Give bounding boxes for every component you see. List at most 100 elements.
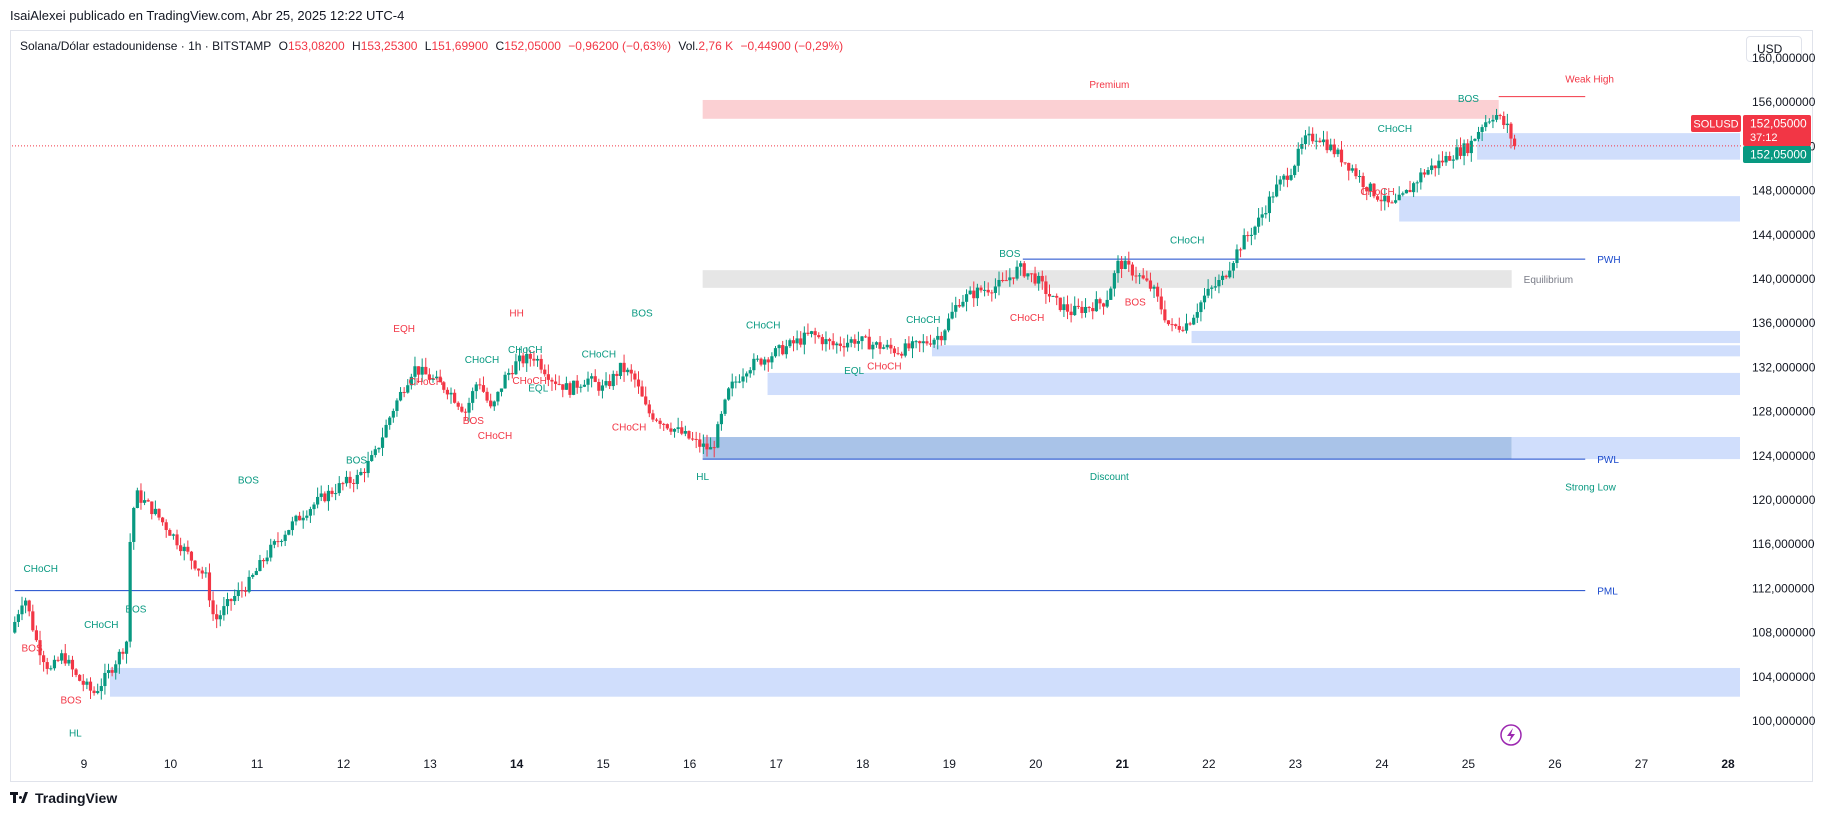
- x-tick-6: 15: [596, 757, 610, 771]
- candle-body-291: [1062, 304, 1066, 311]
- candle-body-182: [669, 428, 673, 432]
- candle-body-119: [442, 382, 446, 390]
- x-tick-5: 14: [510, 757, 524, 771]
- candle-body-5: [31, 611, 35, 631]
- candle-body-138: [510, 372, 514, 375]
- candle-body-408: [1484, 122, 1488, 128]
- tradingview-logo[interactable]: TradingView: [10, 790, 117, 806]
- candle-body-218: [799, 338, 803, 345]
- candle-body-262: [957, 305, 961, 307]
- candle-body-248: [907, 343, 911, 349]
- annotation-20: HL: [696, 472, 709, 483]
- candle-body-363: [1321, 139, 1326, 143]
- candle-body-219: [802, 332, 806, 345]
- symbol-name[interactable]: Solana/Dólar estadounidense · 1h · BITST…: [20, 39, 272, 53]
- candle-body-131: [485, 391, 489, 401]
- candle-body-97: [362, 471, 367, 474]
- zone-demand-4: [109, 667, 1741, 697]
- candle-body-290: [1058, 297, 1062, 311]
- close-value: 152,05000: [504, 39, 561, 53]
- candle-body-297: [1083, 306, 1088, 313]
- candle-body-36: [142, 500, 147, 503]
- candle-body-333: [1213, 286, 1217, 288]
- candle-body-90: [337, 483, 341, 494]
- candle-body-211: [773, 348, 778, 357]
- candle-body-284: [1037, 275, 1041, 284]
- candle-body-149: [550, 379, 554, 382]
- open-label: O: [278, 39, 288, 53]
- y-tick-11: 144,000000: [1752, 228, 1816, 242]
- candle-body-117: [434, 376, 439, 379]
- candle-body-171: [629, 369, 633, 374]
- candle-body-350: [1275, 184, 1279, 197]
- candle-body-89: [334, 493, 338, 495]
- candle-body-221: [809, 331, 814, 334]
- price-change: −0,96200 (−0,63%): [568, 39, 672, 53]
- candle-body-415: [1509, 123, 1513, 139]
- candle-body-111: [413, 366, 417, 377]
- candle-body-389: [1415, 182, 1419, 184]
- candle-body-233: [853, 339, 857, 344]
- logo-text: TradingView: [35, 790, 118, 806]
- candle-body-173: [636, 379, 641, 387]
- candle-body-147: [543, 369, 547, 375]
- candle-body-400: [1455, 147, 1459, 160]
- candle-body-16: [70, 659, 75, 670]
- candle-body-293: [1069, 311, 1073, 316]
- candle-body-412: [1498, 115, 1502, 117]
- candle-body-179: [658, 420, 662, 424]
- candle-body-378: [1375, 196, 1380, 200]
- candle-body-224: [820, 337, 824, 345]
- candle-body-303: [1105, 299, 1109, 307]
- annotation-13: CHoCH: [508, 345, 542, 356]
- candle-body-184: [676, 427, 680, 429]
- candle-body-148: [546, 374, 550, 380]
- candle-body-102: [380, 437, 385, 448]
- candle-body-227: [831, 341, 835, 346]
- candle-body-225: [824, 339, 828, 345]
- x-tick-10: 19: [943, 757, 957, 771]
- candle-body-379: [1379, 199, 1383, 202]
- candle-body-334: [1217, 280, 1221, 287]
- candle-body-380: [1383, 195, 1387, 202]
- candle-body-393: [1430, 165, 1434, 171]
- candle-body-336: [1224, 275, 1228, 278]
- candle-body-53: [204, 572, 208, 574]
- alert-icon[interactable]: [1500, 724, 1522, 746]
- annotation-10: CHoCH: [465, 355, 499, 366]
- candle-body-341: [1242, 235, 1246, 250]
- candle-body-365: [1329, 144, 1333, 151]
- x-tick-19: 28: [1721, 757, 1735, 771]
- candle-body-287: [1047, 293, 1052, 297]
- candle-body-273: [997, 279, 1001, 287]
- candle-body-339: [1235, 249, 1239, 264]
- candle-body-67: [254, 571, 258, 575]
- candle-body-82: [308, 509, 313, 516]
- candle-body-261: [954, 305, 958, 312]
- candle-body-268: [979, 287, 983, 291]
- candle-body-295: [1076, 305, 1080, 307]
- candle-body-180: [662, 423, 666, 425]
- candle-body-40: [157, 508, 161, 518]
- candle-body-133: [492, 401, 496, 407]
- candle-body-238: [871, 344, 875, 350]
- candle-body-304: [1109, 288, 1113, 300]
- candle-body-371: [1350, 168, 1354, 171]
- candle-body-253: [925, 341, 929, 344]
- candle-body-205: [752, 358, 756, 371]
- candle-body-368: [1339, 149, 1344, 163]
- zone-demand-9: [1477, 133, 1740, 160]
- candle-body-407: [1480, 127, 1484, 132]
- candle-body-35: [139, 490, 143, 503]
- annotation-28: CHoCH: [1170, 236, 1204, 247]
- x-tick-3: 12: [337, 757, 351, 771]
- candle-body-79: [297, 515, 302, 521]
- candle-body-372: [1354, 168, 1358, 177]
- candle-body-17: [74, 669, 78, 675]
- close-label: C: [495, 39, 505, 53]
- candle-body-335: [1220, 275, 1225, 281]
- candle-body-45: [175, 534, 179, 546]
- high-label: H: [352, 39, 361, 53]
- currency-button[interactable]: USD: [1746, 36, 1802, 62]
